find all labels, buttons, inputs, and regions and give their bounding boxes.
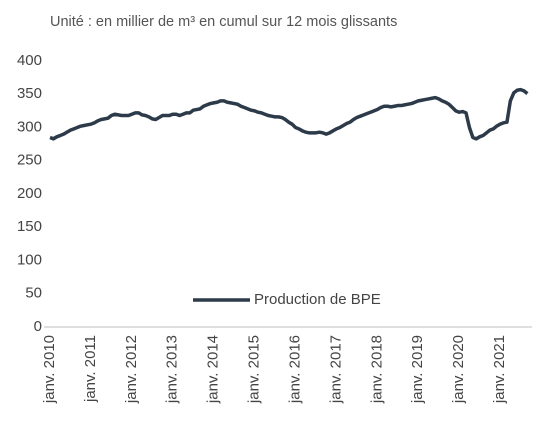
x-tick-label: janv. 2018 xyxy=(368,335,385,404)
legend-label: Production de BPE xyxy=(254,291,381,308)
chart-title: Unité : en millier de m³ en cumul sur 12… xyxy=(50,14,397,30)
x-tick-label: janv. 2017 xyxy=(327,335,344,404)
x-tick-label: janv. 2014 xyxy=(205,335,222,404)
y-tick-label: 250 xyxy=(17,152,42,169)
x-tick-label: janv. 2013 xyxy=(164,335,181,404)
y-tick-label: 0 xyxy=(34,318,42,335)
y-tick-label: 150 xyxy=(17,218,42,235)
y-tick-label: 50 xyxy=(25,285,42,302)
y-tick-label: 350 xyxy=(17,85,42,102)
x-tick-label: janv. 2020 xyxy=(450,335,467,404)
y-tick-label: 200 xyxy=(17,185,42,202)
x-tick-label: janv. 2019 xyxy=(409,335,426,404)
x-tick-label: janv. 2015 xyxy=(246,335,263,404)
x-tick-label: janv. 2016 xyxy=(286,335,303,404)
x-tick-label: janv. 2021 xyxy=(491,335,508,404)
y-tick-label: 100 xyxy=(17,251,42,268)
line xyxy=(49,87,529,141)
y-tick-label: 400 xyxy=(17,52,42,69)
x-tick-label: janv. 2011 xyxy=(82,335,99,403)
x-tick-label: janv. 2010 xyxy=(41,335,58,404)
x-tick-label: janv. 2012 xyxy=(123,335,140,404)
y-tick-label: 300 xyxy=(17,118,42,135)
